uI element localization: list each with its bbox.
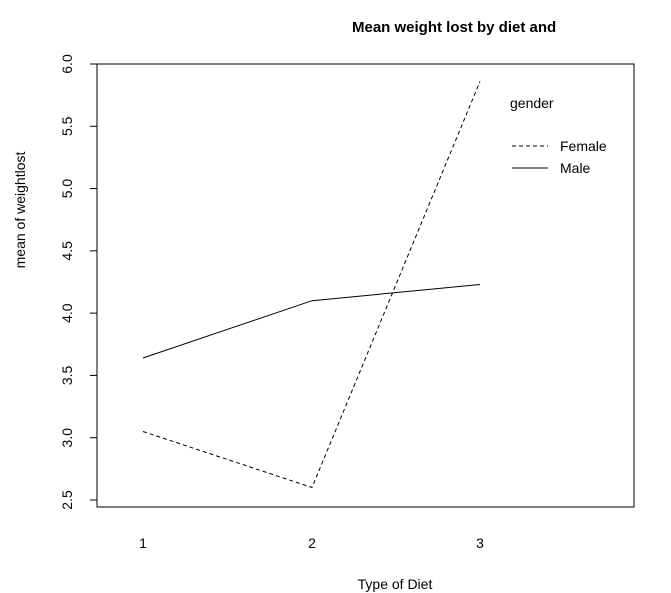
x-axis-label: Type of Diet <box>358 576 433 592</box>
y-tick-label: 4.0 <box>59 303 75 323</box>
x-axis: 1 2 3 <box>139 535 484 551</box>
y-axis: 2.5 3.0 3.5 4.0 4.5 5.0 5.5 6.0 <box>59 54 97 510</box>
legend: gender Female Male <box>510 95 607 176</box>
chart-title: Mean weight lost by diet and <box>352 19 556 36</box>
plot-frame <box>96 63 635 508</box>
x-tick-label: 1 <box>139 535 147 551</box>
legend-female-label: Female <box>560 138 607 154</box>
x-tick-label: 2 <box>308 535 316 551</box>
x-tick-label: 3 <box>476 535 484 551</box>
series-layer <box>142 81 481 489</box>
legend-title: gender <box>510 95 554 111</box>
y-tick-label: 6.0 <box>59 54 75 74</box>
y-tick-label: 5.5 <box>59 116 75 136</box>
series-female-line <box>142 81 481 489</box>
y-axis-label: mean of weightlost <box>12 152 28 269</box>
y-tick-label: 4.5 <box>59 241 75 261</box>
y-tick-label: 3.0 <box>59 428 75 448</box>
y-tick-label: 3.5 <box>59 365 75 385</box>
legend-male-label: Male <box>560 160 591 176</box>
series-male-line <box>142 284 481 359</box>
y-tick-label: 5.0 <box>59 179 75 199</box>
y-tick-label: 2.5 <box>59 490 75 510</box>
